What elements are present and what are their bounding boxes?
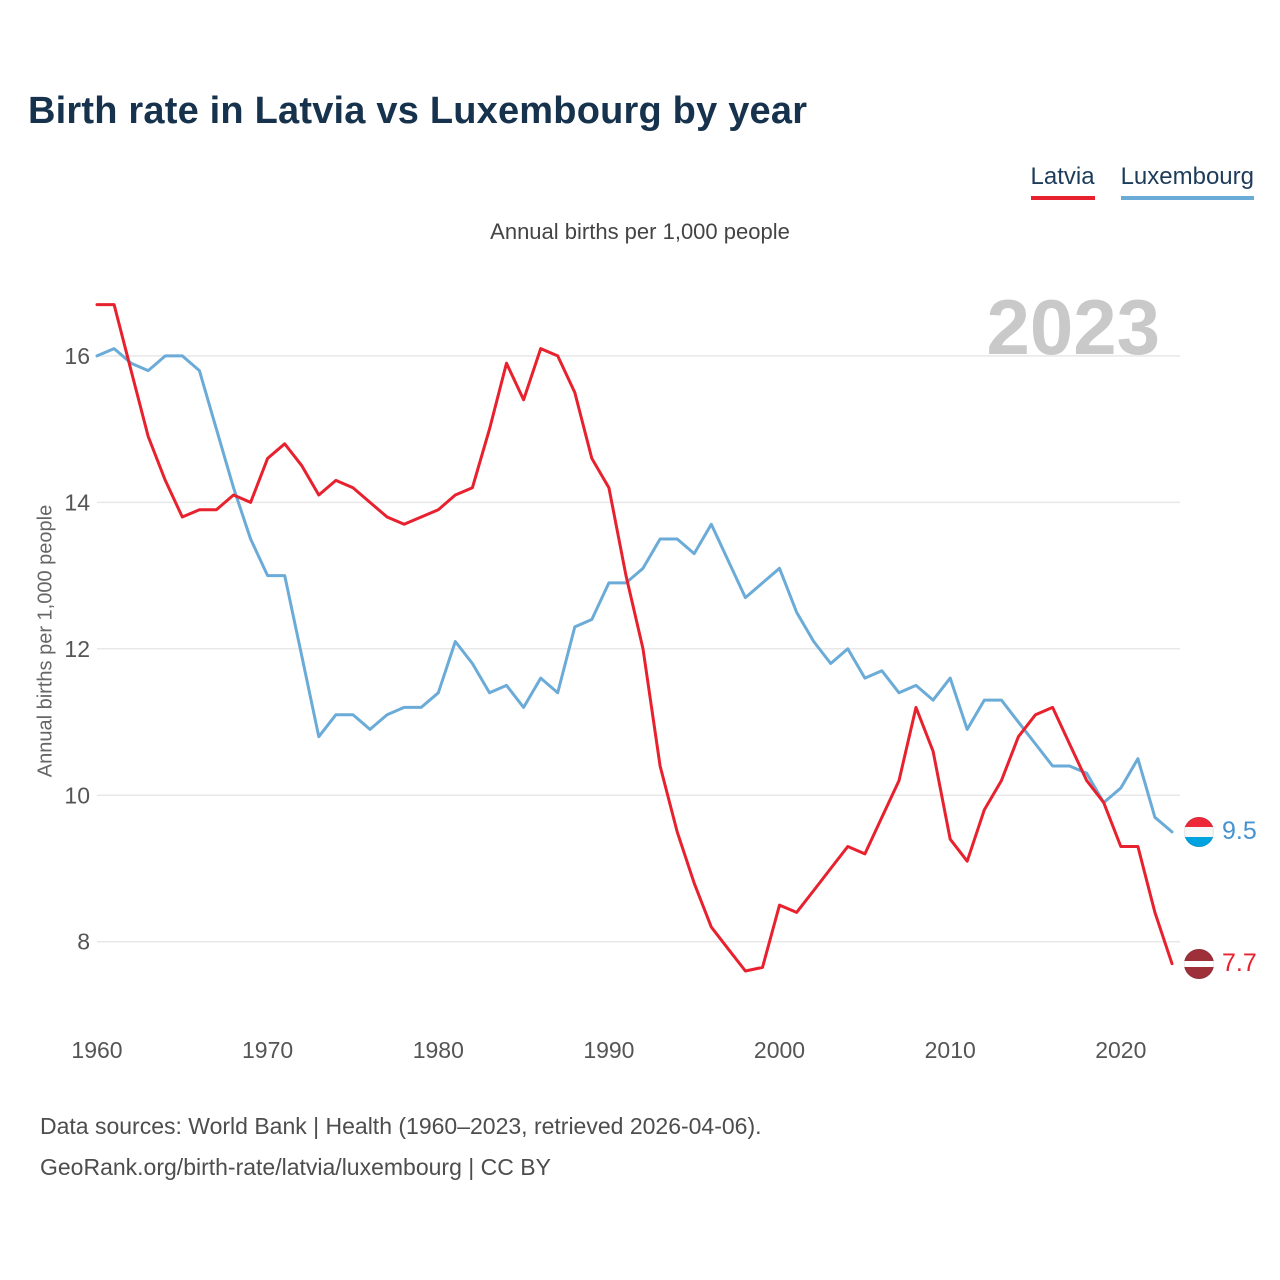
line-chart: 8 10 12 14 16 1960 1970 1980 1990 2000 2010 2020: [64, 303, 1180, 1063]
y-tick-label: 16: [64, 343, 90, 369]
y-tick-label: 12: [64, 636, 90, 662]
luxembourg-flag-icon: [1184, 816, 1214, 847]
x-tick-label: 1980: [413, 1037, 464, 1063]
end-label-latvia: 7.7: [1184, 948, 1257, 979]
end-value-latvia: 7.7: [1222, 949, 1257, 978]
y-axis-label: Annual births per 1,000 people: [34, 504, 57, 778]
chart-subtitle: Annual births per 1,000 people: [490, 219, 790, 244]
end-value-luxembourg: 9.5: [1222, 817, 1257, 846]
legend: Latvia Luxembourg: [1030, 163, 1254, 200]
page-title: Birth rate in Latvia vs Luxembourg by ye…: [28, 90, 808, 132]
year-watermark: 2023: [986, 283, 1160, 371]
series-line-latvia: [95, 303, 1174, 973]
y-tick-label: 14: [64, 489, 90, 515]
x-tick-label: 1990: [583, 1037, 634, 1063]
x-tick-label: 2000: [754, 1037, 805, 1063]
x-tick-label: 2020: [1095, 1037, 1146, 1063]
data-sources-line: Data sources: World Bank | Health (1960–…: [40, 1113, 762, 1139]
x-tick-label: 2010: [925, 1037, 976, 1063]
latvia-flag-icon: [1184, 948, 1214, 979]
attribution-line: GeoRank.org/birth-rate/latvia/luxembourg…: [40, 1154, 551, 1180]
footer: Data sources: World Bank | Health (1960–…: [40, 1106, 762, 1188]
end-label-luxembourg: 9.5: [1184, 816, 1257, 847]
x-tick-label: 1960: [71, 1037, 122, 1063]
legend-item-luxembourg[interactable]: Luxembourg: [1120, 163, 1254, 200]
y-tick-label: 8: [77, 929, 90, 955]
y-tick-label: 10: [64, 782, 90, 808]
legend-item-latvia[interactable]: Latvia: [1030, 163, 1095, 200]
x-tick-label: 1970: [242, 1037, 293, 1063]
series-line-luxembourg: [95, 347, 1174, 834]
